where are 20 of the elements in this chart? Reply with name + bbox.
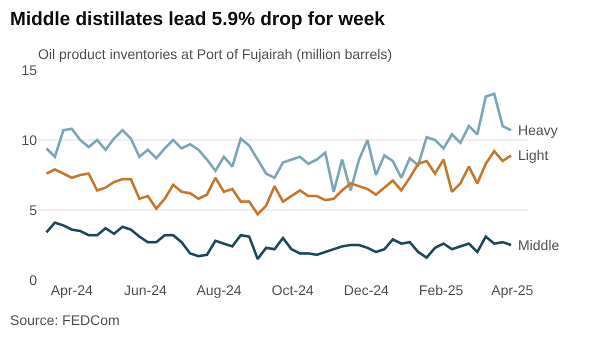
x-tick-label: Jun-24 xyxy=(124,282,168,298)
line-series xyxy=(45,92,512,194)
x-tick-label: Aug-24 xyxy=(196,282,242,298)
y-tick-label: 0 xyxy=(29,272,38,288)
chart-subtitle: Oil product inventories at Port of Fujairah (million barrels) xyxy=(38,46,392,62)
x-tick-label: Apr-25 xyxy=(491,282,534,298)
x-tick-label: Oct-24 xyxy=(272,282,314,298)
series-label: Light xyxy=(518,147,548,163)
source-note: Source: FEDCom xyxy=(10,312,120,328)
series-label: Middle xyxy=(518,237,560,253)
line-series xyxy=(45,221,512,260)
x-tick-label: Apr-24 xyxy=(50,282,94,298)
x-tick-label: Dec-24 xyxy=(344,282,390,298)
chart-title: Middle distillates lead 5.9% drop for week xyxy=(10,9,386,30)
series-label: Heavy xyxy=(518,122,558,138)
y-tick-label: 15 xyxy=(21,62,38,78)
y-tick-label: 10 xyxy=(21,132,38,148)
y-tick-label: 5 xyxy=(29,202,38,218)
x-tick-label: Feb-25 xyxy=(418,282,464,298)
line-series xyxy=(45,150,512,216)
